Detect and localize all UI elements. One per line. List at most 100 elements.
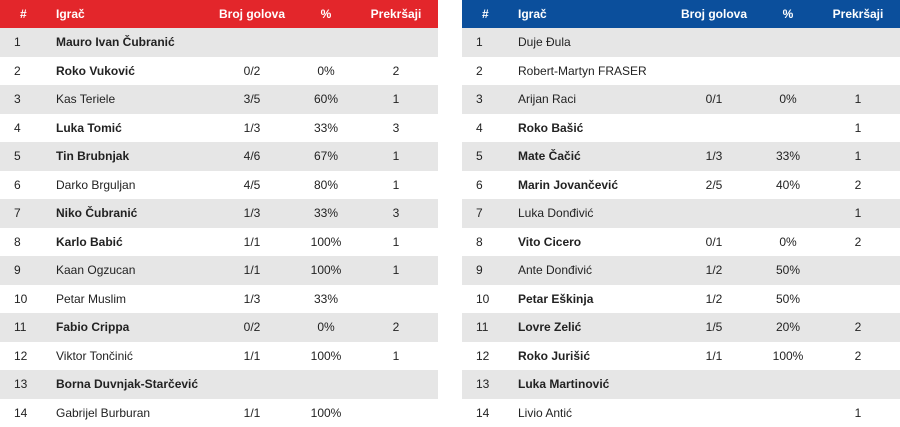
- player-name: Luka Donđivić: [514, 206, 668, 220]
- player-name: Petar Muslim: [52, 292, 206, 306]
- away-table-header: # Igrač Broj golova % Prekršaji: [462, 0, 900, 28]
- player-number: 5: [462, 149, 514, 163]
- player-fouls: 2: [354, 64, 438, 78]
- player-percent: 33%: [298, 292, 354, 306]
- player-percent: 100%: [760, 349, 816, 363]
- player-fouls: 2: [816, 235, 900, 249]
- player-name: Livio Antić: [514, 406, 668, 420]
- player-number: 8: [462, 235, 514, 249]
- player-percent: 0%: [298, 320, 354, 334]
- player-fouls: 1: [354, 92, 438, 106]
- player-number: 6: [462, 178, 514, 192]
- player-fouls: 1: [354, 235, 438, 249]
- player-goals: 1/1: [206, 406, 298, 420]
- player-goals: 1/3: [206, 121, 298, 135]
- player-name: Petar Eškinja: [514, 292, 668, 306]
- player-name: Vito Cicero: [514, 235, 668, 249]
- header-fouls: Prekršaji: [816, 7, 900, 21]
- header-goals: Broj golova: [206, 7, 298, 21]
- player-percent: 40%: [760, 178, 816, 192]
- player-name: Luka Martinović: [514, 377, 668, 391]
- player-name: Ante Donđivić: [514, 263, 668, 277]
- player-fouls: 1: [816, 92, 900, 106]
- player-number: 9: [462, 263, 514, 277]
- player-goals: 0/1: [668, 92, 760, 106]
- player-fouls: 3: [354, 206, 438, 220]
- player-goals: 1/1: [206, 349, 298, 363]
- player-percent: 33%: [760, 149, 816, 163]
- header-player: Igrač: [514, 7, 668, 21]
- player-goals: 2/5: [668, 178, 760, 192]
- player-name: Duje Đula: [514, 35, 668, 49]
- header-percent: %: [760, 7, 816, 21]
- player-fouls: 1: [354, 149, 438, 163]
- home-table-header: # Igrač Broj golova % Prekršaji: [0, 0, 438, 28]
- player-goals: 1/1: [668, 349, 760, 363]
- player-fouls: 1: [816, 121, 900, 135]
- header-number: #: [462, 7, 514, 21]
- player-number: 3: [462, 92, 514, 106]
- player-name: Gabrijel Burburan: [52, 406, 206, 420]
- player-percent: 33%: [298, 121, 354, 135]
- player-number: 11: [0, 320, 52, 334]
- player-goals: 0/2: [206, 320, 298, 334]
- header-goals: Broj golova: [668, 7, 760, 21]
- header-percent: %: [298, 7, 354, 21]
- player-name: Roko Vuković: [52, 64, 206, 78]
- player-percent: 100%: [298, 406, 354, 420]
- player-number: 14: [462, 406, 514, 420]
- player-name: Karlo Babić: [52, 235, 206, 249]
- player-percent: 50%: [760, 292, 816, 306]
- player-number: 9: [0, 263, 52, 277]
- player-fouls: 3: [354, 121, 438, 135]
- player-goals: 3/5: [206, 92, 298, 106]
- player-number: 7: [0, 206, 52, 220]
- player-number: 11: [462, 320, 514, 334]
- player-name: Niko Čubranić: [52, 206, 206, 220]
- player-number: 1: [0, 35, 52, 49]
- player-goals: 4/5: [206, 178, 298, 192]
- player-percent: 0%: [760, 92, 816, 106]
- player-goals: 0/1: [668, 235, 760, 249]
- player-percent: 20%: [760, 320, 816, 334]
- player-percent: 60%: [298, 92, 354, 106]
- player-name: Darko Brguljan: [52, 178, 206, 192]
- player-number: 7: [462, 206, 514, 220]
- player-name: Roko Bašić: [514, 121, 668, 135]
- player-percent: 100%: [298, 263, 354, 277]
- player-number: 12: [0, 349, 52, 363]
- player-number: 2: [0, 64, 52, 78]
- player-number: 13: [0, 377, 52, 391]
- player-fouls: 1: [354, 263, 438, 277]
- player-name: Roko Jurišić: [514, 349, 668, 363]
- header-fouls: Prekršaji: [354, 7, 438, 21]
- player-percent: 50%: [760, 263, 816, 277]
- player-fouls: 1: [354, 178, 438, 192]
- player-fouls: 1: [816, 406, 900, 420]
- player-percent: 0%: [760, 235, 816, 249]
- player-percent: 0%: [298, 64, 354, 78]
- player-name: Marin Jovančević: [514, 178, 668, 192]
- player-name: Borna Duvnjak-Starčević: [52, 377, 206, 391]
- player-number: 10: [0, 292, 52, 306]
- player-percent: 33%: [298, 206, 354, 220]
- player-number: 12: [462, 349, 514, 363]
